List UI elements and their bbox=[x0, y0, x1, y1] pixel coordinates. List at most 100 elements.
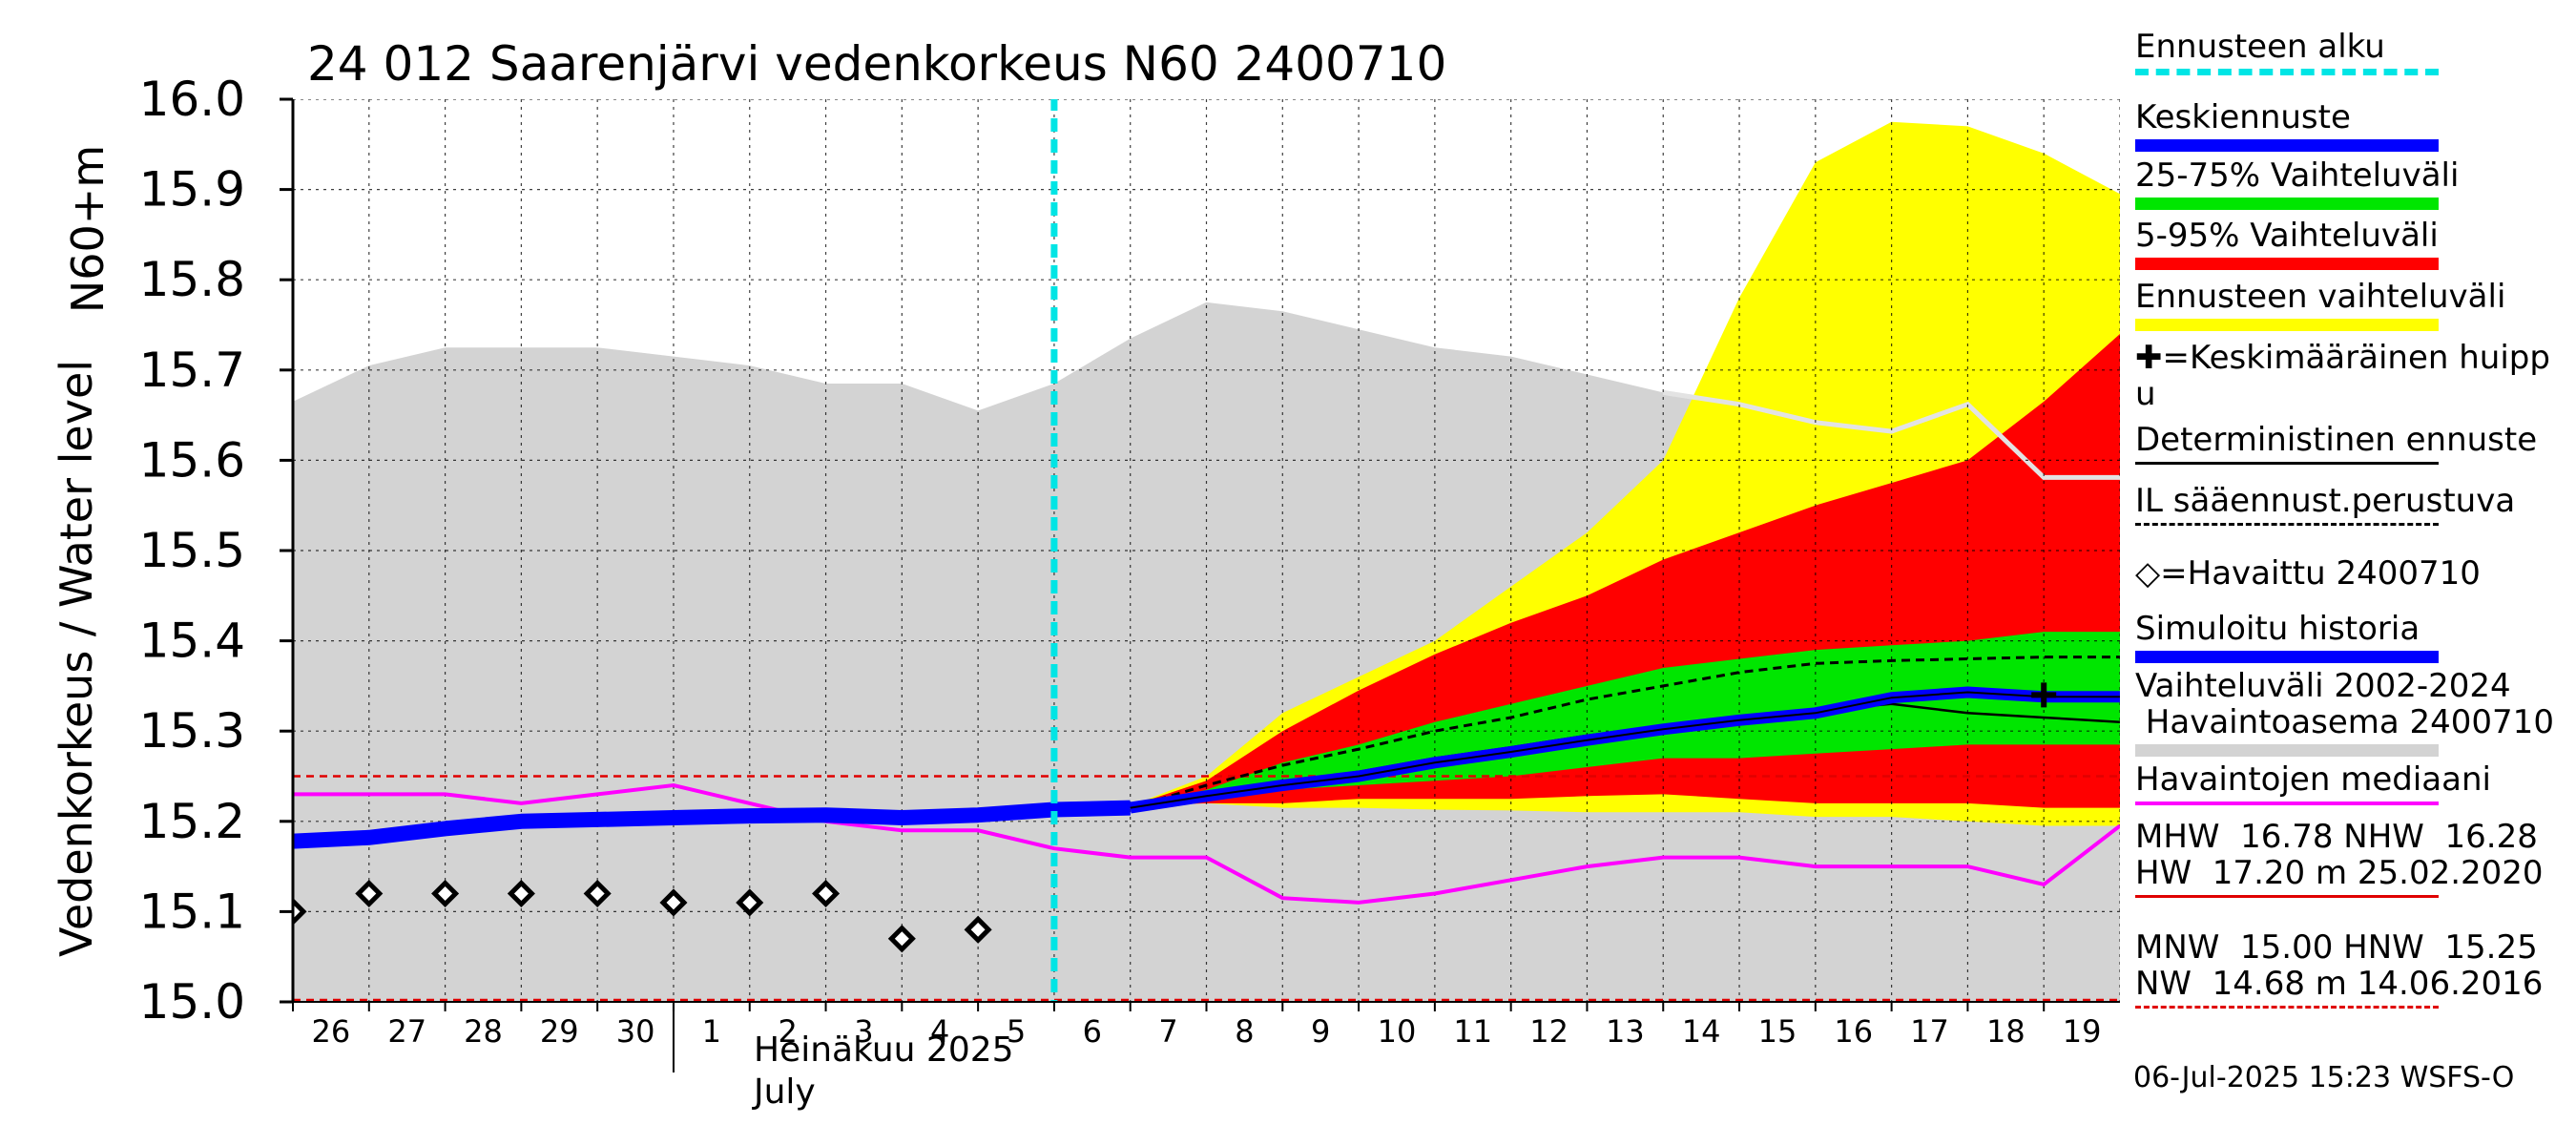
month-label-en: July bbox=[752, 1072, 816, 1112]
x-tick-label: 17 bbox=[1910, 1013, 1949, 1050]
legend-label: Ennusteen alku bbox=[2135, 28, 2385, 66]
mean-peak-marker bbox=[2031, 682, 2057, 708]
legend-item: Ennusteen vaihteluväli bbox=[2135, 279, 2505, 331]
y-tick-label: 15.6 bbox=[139, 432, 245, 488]
observed-point bbox=[887, 925, 916, 953]
legend-label: ◇=Havaittu 2400710 bbox=[2135, 554, 2481, 593]
legend-item: ◇=Havaittu 2400710 bbox=[2135, 555, 2481, 592]
x-tick-label: 6 bbox=[1083, 1013, 1102, 1050]
month-label-fi: Heinäkuu 2025 bbox=[754, 1030, 1014, 1070]
x-tick-label: 13 bbox=[1606, 1013, 1645, 1050]
legend-swatch bbox=[2135, 895, 2439, 898]
observed-point bbox=[431, 879, 460, 908]
observed-point bbox=[659, 888, 688, 917]
legend-swatch bbox=[2135, 651, 2439, 663]
legend-item: MNW 15.00 HNW 15.25 NW 14.68 m 14.06.201… bbox=[2135, 929, 2543, 1009]
legend-label: 5-95% Vaihteluväli bbox=[2135, 217, 2439, 255]
x-tick-label: 11 bbox=[1453, 1013, 1492, 1050]
x-tick-label: 19 bbox=[2063, 1013, 2102, 1050]
legend-label: Simuloitu historia bbox=[2135, 610, 2420, 648]
x-tick-label: 28 bbox=[464, 1013, 503, 1050]
x-tick-label: 4 bbox=[930, 1013, 949, 1050]
x-axis: 26 27 28 29 30 1 2 3 4 5 6 7 8 9 10 11 12 13 14 15 16 17 18 19H… bbox=[292, 1001, 2120, 1112]
legend-swatch bbox=[2135, 69, 2439, 75]
observed-point bbox=[583, 879, 612, 908]
legend-item: 25-75% Vaihteluväli bbox=[2135, 157, 2459, 210]
mean-forecast-core bbox=[1130, 691, 2120, 809]
legend-item: IL sääennust.perustuva bbox=[2135, 483, 2515, 526]
legend-swatch bbox=[2135, 319, 2439, 331]
il-forecast-line bbox=[1130, 656, 2120, 810]
observed-point bbox=[736, 888, 764, 917]
observed-point bbox=[507, 879, 535, 908]
legend-item: ✚=Keskimääräinen huipp u bbox=[2135, 340, 2550, 412]
timestamp-footer: 06-Jul-2025 15:23 WSFS-O bbox=[2133, 1061, 2515, 1094]
legend-label: IL sääennust.perustuva bbox=[2135, 482, 2516, 520]
x-tick-label: 12 bbox=[1529, 1013, 1568, 1050]
y-tick-label: 15.7 bbox=[139, 343, 245, 398]
y-tick-label: 15.8 bbox=[139, 252, 245, 307]
y-axis: 15.0 15.1 15.2 15.3 15.4 15.5 15.6 15.7 15.8 15.9… bbox=[139, 72, 295, 1030]
x-tick-label: 15 bbox=[1758, 1013, 1797, 1050]
observed-point bbox=[293, 897, 307, 926]
x-tick-label: 26 bbox=[312, 1013, 351, 1050]
legend-item: Deterministinen ennuste bbox=[2135, 422, 2537, 465]
legend-swatch bbox=[2135, 1006, 2439, 1009]
legend-item: Ennusteen alku bbox=[2135, 29, 2439, 75]
y-tick-label: 16.0 bbox=[139, 72, 245, 127]
x-tick-label: 5 bbox=[1007, 1013, 1026, 1050]
legend-swatch bbox=[2135, 258, 2439, 270]
legend-label: ✚=Keskimääräinen huipp u bbox=[2135, 339, 2550, 413]
legend-swatch bbox=[2135, 462, 2439, 465]
y-axis-label: Vedenkorkeus / Water level bbox=[51, 360, 102, 957]
x-tick-label: 14 bbox=[1682, 1013, 1721, 1050]
legend-swatch bbox=[2135, 139, 2439, 152]
legend-item: MHW 16.78 NHW 16.28 HW 17.20 m 25.02.202… bbox=[2135, 819, 2544, 898]
y-tick-label: 15.4 bbox=[139, 614, 245, 669]
simulated-history-line bbox=[293, 800, 1131, 849]
observed-point bbox=[355, 879, 384, 908]
legend-label: MNW 15.00 HNW 15.25 NW 14.68 m 14.06.201… bbox=[2135, 928, 2544, 1003]
x-tick-label: 2 bbox=[778, 1013, 797, 1050]
legend-label: MHW 16.78 NHW 16.28 HW 17.20 m 25.02.202… bbox=[2135, 818, 2544, 892]
x-tick-label: 16 bbox=[1834, 1013, 1873, 1050]
y-tick-label: 15.0 bbox=[139, 974, 245, 1030]
band-25-75 bbox=[1130, 632, 2120, 806]
legend-swatch bbox=[2135, 744, 2439, 757]
legend-item: Keskiennuste bbox=[2135, 99, 2439, 152]
x-tick-label: 30 bbox=[616, 1013, 655, 1050]
y-tick-label: 15.5 bbox=[139, 523, 245, 578]
x-tick-label: 3 bbox=[854, 1013, 873, 1050]
legend-label: 25-75% Vaihteluväli bbox=[2135, 156, 2460, 195]
x-tick-label: 8 bbox=[1235, 1013, 1254, 1050]
x-tick-label: 9 bbox=[1311, 1013, 1330, 1050]
y-axis-label-unit: N60+m bbox=[62, 145, 114, 313]
legend-label: Deterministinen ennuste bbox=[2135, 421, 2538, 459]
x-tick-label: 1 bbox=[702, 1013, 721, 1050]
history-max-line bbox=[1662, 389, 2120, 480]
legend-item: 5-95% Vaihteluväli bbox=[2135, 218, 2439, 270]
legend-item: Vaihteluväli 2002-2024 Havaintoasema 240… bbox=[2135, 668, 2554, 757]
observed-point bbox=[812, 879, 841, 908]
x-tick-label: 29 bbox=[540, 1013, 579, 1050]
x-tick-label: 27 bbox=[387, 1013, 426, 1050]
observed-point bbox=[964, 915, 992, 944]
y-tick-label: 15.3 bbox=[139, 703, 245, 759]
legend-swatch bbox=[2135, 523, 2439, 526]
y-tick-label: 15.1 bbox=[139, 884, 245, 939]
x-tick-label: 7 bbox=[1158, 1013, 1177, 1050]
legend-label: Keskiennuste bbox=[2135, 98, 2351, 136]
median-line bbox=[293, 782, 2120, 905]
x-tick-label: 18 bbox=[1986, 1013, 2025, 1050]
legend-label: Ennusteen vaihteluväli bbox=[2135, 278, 2506, 316]
x-tick-label: 10 bbox=[1378, 1013, 1417, 1050]
legend-item: Simuloitu historia bbox=[2135, 611, 2439, 663]
legend-label: Vaihteluväli 2002-2024 Havaintoasema 240… bbox=[2135, 667, 2554, 741]
legend-item: Havaintojen mediaani bbox=[2135, 761, 2491, 805]
chart-title: 24 012 Saarenjärvi vedenkorkeus N60 2400… bbox=[307, 36, 1446, 92]
legend-swatch bbox=[2135, 198, 2439, 210]
y-tick-label: 15.2 bbox=[139, 794, 245, 849]
legend-label: Havaintojen mediaani bbox=[2135, 760, 2491, 799]
y-tick-label: 15.9 bbox=[139, 162, 245, 218]
